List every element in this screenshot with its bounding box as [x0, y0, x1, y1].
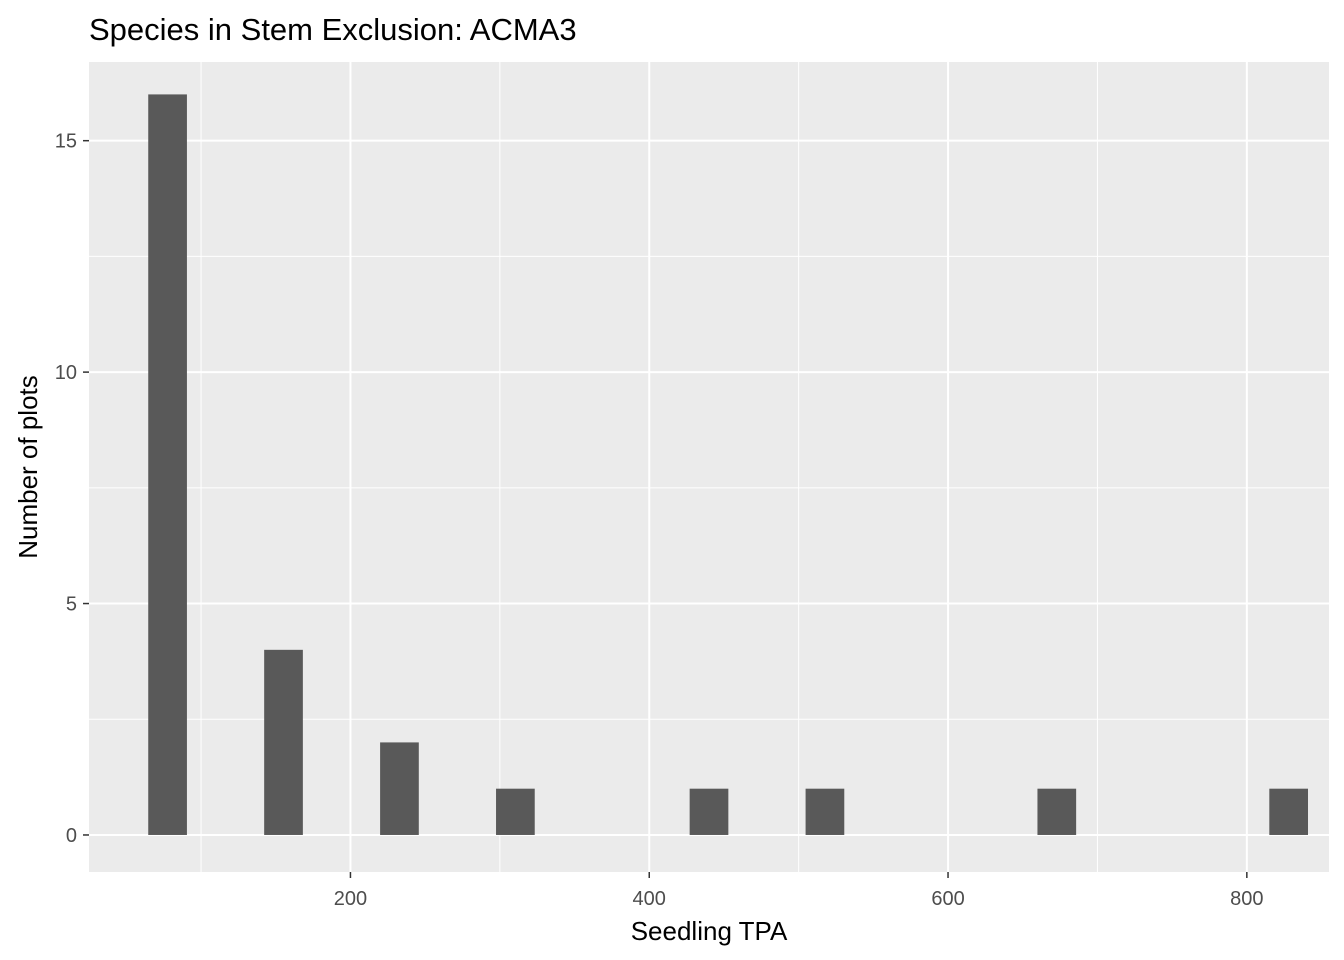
- bars: [148, 94, 1309, 835]
- histogram-bar: [148, 94, 187, 835]
- y-tick-label: 10: [55, 362, 77, 384]
- y-axis: 0 5 10 15: [55, 131, 89, 847]
- x-tick-label: 600: [931, 888, 964, 910]
- histogram-bar: [1037, 788, 1077, 835]
- y-axis-title: Number of plots: [13, 375, 43, 559]
- minor-gridlines: [89, 62, 1329, 872]
- histogram-bar: [264, 649, 303, 835]
- y-tick-label: 0: [66, 825, 77, 847]
- chart-title: Species in Stem Exclusion: ACMA3: [89, 12, 577, 47]
- histogram-bar: [496, 788, 535, 835]
- histogram-bar: [805, 788, 845, 835]
- x-tick-label: 400: [633, 888, 666, 910]
- histogram-bar: [1269, 788, 1309, 835]
- x-tick-label: 800: [1230, 888, 1263, 910]
- x-axis: 200 400 600 800: [334, 872, 1264, 910]
- y-tick-label: 5: [66, 594, 77, 616]
- major-gridlines: [89, 62, 1329, 872]
- histogram-bar: [380, 742, 419, 835]
- y-tick-label: 15: [55, 131, 77, 153]
- histogram-bar: [689, 788, 729, 835]
- x-axis-title: Seedling TPA: [631, 916, 788, 946]
- x-tick-label: 200: [334, 888, 367, 910]
